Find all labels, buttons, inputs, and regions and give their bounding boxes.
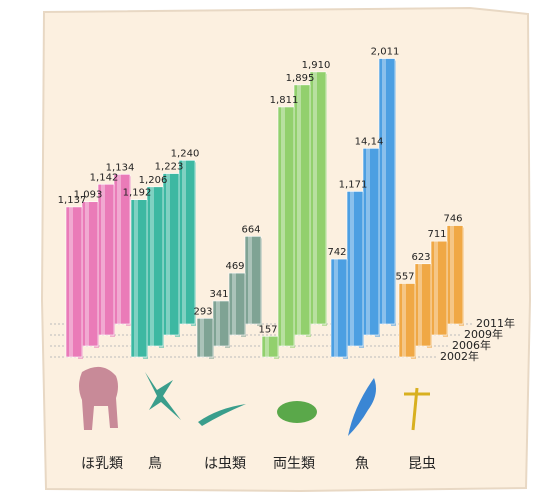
value-label: 157 <box>258 324 277 335</box>
fish-icon <box>348 378 376 436</box>
category-label: 昆虫 <box>408 456 436 472</box>
value-label: 746 <box>443 214 462 225</box>
bar-shine <box>85 201 89 346</box>
value-label: 742 <box>327 247 346 258</box>
value-label: 1,134 <box>106 162 135 173</box>
category-label: ほ乳類 <box>81 456 123 472</box>
bar-shine <box>248 236 252 324</box>
bar <box>346 191 364 347</box>
frog-icon <box>277 401 317 423</box>
bar <box>162 173 180 336</box>
value-label: 1,895 <box>286 73 315 84</box>
category-label: 両生類 <box>273 456 315 472</box>
bar-shine <box>281 106 285 346</box>
value-label: 711 <box>427 229 446 240</box>
bird-icon <box>145 372 181 420</box>
bar <box>97 183 115 336</box>
bar-shine <box>402 283 406 357</box>
bar-shine <box>366 148 370 335</box>
value-label: 664 <box>241 224 260 235</box>
value-label: 293 <box>193 306 212 317</box>
bar <box>398 283 416 358</box>
bar-shine <box>313 71 317 324</box>
bar <box>81 201 99 347</box>
value-label: 557 <box>395 271 414 282</box>
bar <box>293 84 311 336</box>
value-label: 1,142 <box>90 172 119 183</box>
bar <box>430 240 448 336</box>
value-label: 1,811 <box>270 95 299 106</box>
legend-label: 2002年 <box>440 349 479 363</box>
bar-shine <box>166 173 170 335</box>
bar <box>414 263 432 347</box>
value-label: 1,137 <box>58 195 87 206</box>
value-label: 469 <box>225 261 244 272</box>
icons <box>79 366 430 436</box>
bar-shine <box>216 300 220 346</box>
value-label: 2,011 <box>371 47 400 58</box>
bar-shine <box>200 318 204 357</box>
bar-shine <box>265 336 269 357</box>
category-label: は虫類 <box>204 456 246 472</box>
bar-shine <box>418 263 422 346</box>
bar <box>309 71 327 325</box>
bar-shine <box>69 206 73 357</box>
category-label: 鳥 <box>148 456 162 472</box>
bar-shine <box>450 225 454 324</box>
category-label: 魚 <box>355 456 369 472</box>
bar <box>65 206 83 358</box>
bar <box>261 335 279 358</box>
bar-shine <box>334 259 338 357</box>
bar <box>212 300 230 347</box>
value-label: 1,223 <box>155 162 184 173</box>
bar-shine <box>182 160 186 324</box>
bar <box>330 258 348 358</box>
bar-shine <box>434 241 438 335</box>
value-label: 1,240 <box>171 148 200 159</box>
value-label: 1,910 <box>302 60 331 71</box>
bar-shine <box>350 191 354 346</box>
bar <box>196 318 214 358</box>
lizard-icon <box>198 404 246 426</box>
bar-shine <box>232 273 236 335</box>
value-label: 1,171 <box>339 179 368 190</box>
value-label: 341 <box>209 289 228 300</box>
bar-shine <box>297 84 301 335</box>
value-label: 14,14 <box>355 136 384 147</box>
bear-icon <box>79 366 118 430</box>
value-label: 1,192 <box>123 188 152 199</box>
bar <box>277 106 295 347</box>
bar-shine <box>382 58 386 324</box>
value-label: 623 <box>411 252 430 263</box>
value-label: 1,206 <box>139 175 168 186</box>
bar <box>130 199 148 358</box>
legend-label: 2009年 <box>464 327 503 341</box>
bar-shine <box>134 199 138 357</box>
bar <box>446 225 464 325</box>
bar <box>178 160 196 325</box>
bar <box>244 236 262 325</box>
legend-label: 2006年 <box>452 338 491 352</box>
bar <box>378 58 396 325</box>
bar <box>146 186 164 347</box>
bar <box>362 148 380 336</box>
bar-shine <box>150 186 154 346</box>
value-label: 1,093 <box>74 190 103 201</box>
legend-label: 2011年 <box>476 316 515 330</box>
insect-icon <box>404 387 430 431</box>
bar <box>228 272 246 336</box>
bar-shine <box>101 184 105 335</box>
bar-shine <box>117 174 121 324</box>
